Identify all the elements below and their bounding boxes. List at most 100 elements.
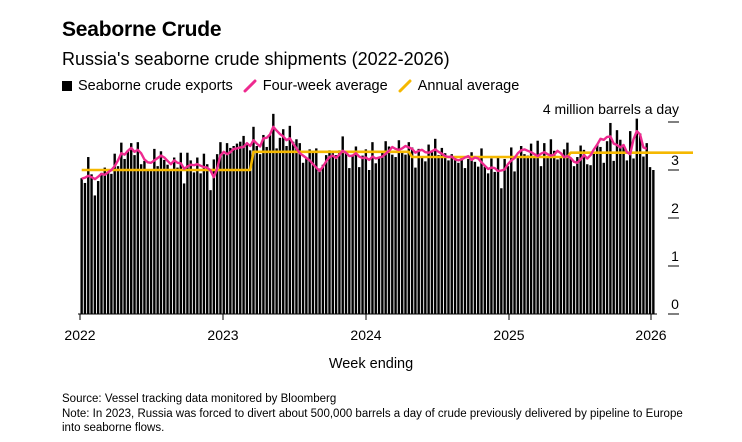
bar	[629, 131, 632, 314]
bar	[576, 157, 579, 314]
bar	[533, 156, 536, 314]
bar	[539, 166, 543, 314]
bar	[434, 138, 437, 314]
bar	[450, 154, 453, 314]
bar	[582, 149, 586, 314]
bar	[291, 141, 295, 314]
bar	[519, 146, 523, 314]
bar	[513, 171, 516, 314]
bar	[186, 152, 189, 314]
bar	[397, 140, 401, 314]
bar	[245, 143, 249, 314]
bar	[377, 157, 381, 314]
bar	[235, 143, 239, 314]
note-text: Note: In 2023, Russia was forced to dive…	[62, 407, 683, 435]
bar	[635, 118, 639, 314]
bar	[93, 195, 97, 314]
bar	[239, 141, 242, 314]
bar	[255, 146, 258, 314]
bar	[457, 162, 460, 314]
bar	[219, 142, 222, 314]
bar	[562, 149, 566, 314]
legend-four-week-swatch	[243, 79, 257, 93]
y-tick-label: 1	[671, 248, 679, 264]
bar	[599, 146, 602, 314]
bar	[453, 157, 457, 314]
bar	[427, 144, 430, 314]
bar	[166, 164, 169, 314]
bar	[536, 140, 539, 314]
bar	[344, 151, 348, 314]
bar	[113, 153, 116, 314]
bar	[202, 153, 206, 314]
bar	[572, 166, 576, 314]
bar	[612, 160, 615, 314]
bar	[546, 157, 549, 314]
bar	[123, 158, 126, 314]
bar	[622, 145, 625, 314]
legend-item-four-week: Four-week average	[243, 78, 388, 94]
bar	[315, 148, 318, 314]
legend: Seaborne crude exports Four-week average…	[62, 78, 529, 94]
bar	[301, 162, 305, 314]
bar	[295, 139, 298, 314]
bar	[410, 147, 414, 314]
legend-label-four-week: Four-week average	[262, 78, 388, 94]
bar	[229, 147, 232, 314]
bar	[192, 172, 196, 314]
bar	[163, 159, 166, 314]
bar	[470, 152, 473, 314]
bar	[569, 158, 572, 314]
bar	[496, 157, 500, 314]
bar	[543, 143, 546, 314]
bar	[275, 148, 278, 314]
bar	[324, 155, 328, 314]
bar	[120, 142, 123, 314]
bar	[80, 178, 83, 314]
bar	[374, 163, 377, 314]
bar	[460, 158, 463, 314]
bar	[625, 160, 629, 314]
x-tick-label: 2024	[350, 327, 381, 343]
legend-item-exports: Seaborne crude exports	[62, 78, 233, 94]
bar	[331, 153, 334, 314]
bar	[305, 157, 308, 314]
bar	[341, 136, 344, 314]
bar	[381, 152, 384, 314]
bar	[648, 167, 652, 314]
chart-title: Seaborne Crude	[62, 18, 222, 41]
bar	[308, 149, 311, 314]
bar	[579, 145, 582, 314]
bar	[652, 170, 655, 314]
bar	[215, 154, 219, 314]
bar	[500, 188, 503, 314]
bar	[90, 174, 93, 314]
bar	[506, 166, 510, 314]
bar	[417, 148, 420, 314]
bar	[298, 143, 301, 314]
bar	[278, 137, 282, 314]
bar	[351, 154, 354, 314]
bar	[371, 142, 374, 314]
bar	[133, 155, 136, 314]
bar	[96, 181, 100, 314]
bar	[619, 139, 622, 314]
bar	[126, 150, 130, 314]
bar	[364, 149, 368, 314]
bar	[473, 161, 477, 314]
bar	[139, 164, 143, 314]
bar	[367, 170, 371, 314]
y-axis-unit-label: 4 million barrels a day	[543, 101, 679, 117]
bar	[354, 146, 358, 314]
bar	[486, 173, 490, 314]
four-week-average-line	[81, 125, 648, 181]
bar	[361, 155, 364, 314]
bar	[632, 158, 635, 314]
bar	[387, 146, 391, 314]
bar	[401, 150, 404, 314]
bar	[493, 171, 496, 314]
bar	[199, 173, 202, 314]
bar	[566, 142, 569, 314]
bar	[182, 183, 186, 314]
bar	[136, 142, 140, 314]
